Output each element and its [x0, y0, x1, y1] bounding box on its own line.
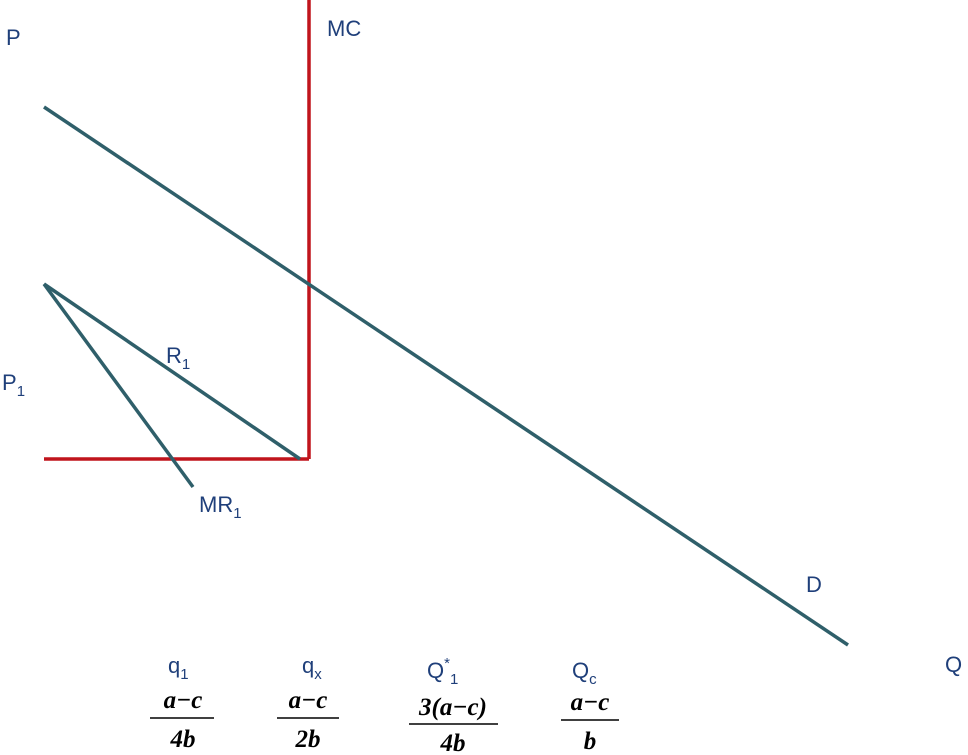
fraction-qstar1-denominator: 4b [440, 730, 466, 755]
residual-demand-main: R [166, 343, 182, 368]
qstar1-sup: * [444, 655, 450, 672]
price-p1-sub: 1 [17, 383, 25, 400]
marginal-revenue-line [42, 282, 195, 489]
residual-demand-line [43, 282, 301, 461]
residual-demand-label: R1 [166, 343, 190, 373]
qstar1-sub: 1 [450, 671, 458, 688]
q1-sub: 1 [180, 666, 188, 683]
fraction-qstar1: 3(a−c) 4b [409, 694, 498, 755]
marginal-revenue-main: MR [199, 492, 233, 517]
mc-label: MC [327, 16, 361, 41]
qstar1-main: Q [427, 658, 444, 683]
demand-label: D [806, 572, 822, 597]
price-p1-main: P [2, 370, 17, 395]
qx-sub: x [314, 666, 322, 683]
fraction-qc-denominator: b [584, 728, 597, 755]
fraction-qx: a−c 2b [277, 687, 339, 753]
quantity-label-qc: Qc [572, 658, 597, 688]
price-p1-label: P1 [2, 370, 25, 400]
qx-main: q [302, 653, 314, 678]
qc-sub: c [589, 671, 597, 688]
fraction-q1: a−c 4b [150, 687, 214, 753]
fraction-qstar1-numerator: 3(a−c) [418, 694, 487, 721]
fraction-qx-numerator: a−c [289, 687, 328, 714]
fraction-qc: a−c b [561, 689, 619, 755]
marginal-revenue-sub: 1 [233, 505, 241, 522]
fraction-q1-numerator: a−c [164, 687, 203, 714]
marginal-revenue-label: MR1 [199, 492, 242, 522]
fraction-q1-denominator: 4b [170, 726, 196, 753]
q1-main: q [168, 653, 180, 678]
quantity-label-qstar1: Q*1 [427, 655, 458, 688]
demand-line [43, 105, 849, 647]
x-axis-label: Q [945, 652, 962, 677]
quantity-label-qx: qx [302, 653, 322, 683]
fraction-qx-denominator: 2b [295, 726, 321, 753]
qc-main: Q [572, 658, 589, 683]
y-axis-label: P [6, 25, 21, 50]
fraction-qc-numerator: a−c [571, 689, 610, 716]
residual-demand-sub: 1 [182, 356, 190, 373]
quantity-label-q1: q1 [168, 653, 189, 683]
